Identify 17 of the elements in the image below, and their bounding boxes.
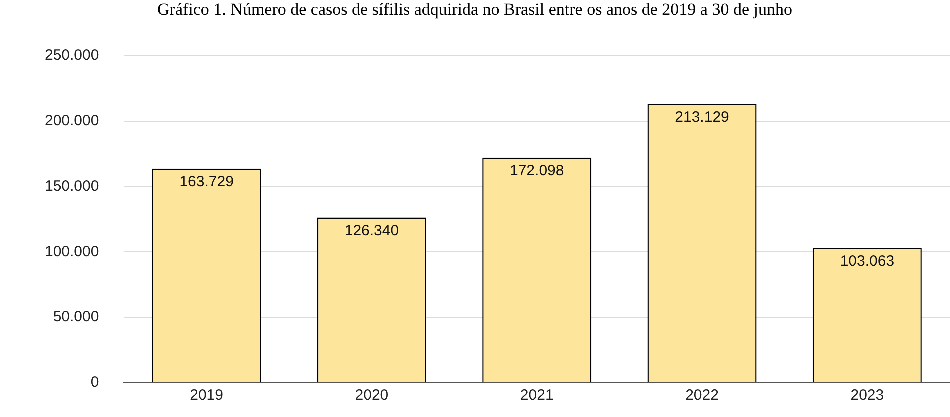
y-tick-label: 250.000 <box>44 47 100 64</box>
y-tick-label: 50.000 <box>53 308 100 326</box>
y-tick-label: 150.000 <box>44 178 100 195</box>
x-tick-label: 2019 <box>190 387 224 404</box>
data-label: 213.129 <box>675 108 730 126</box>
y-tick-label: 100.000 <box>44 243 100 260</box>
x-tick-label: 2023 <box>850 387 884 404</box>
data-label: 163.729 <box>180 173 234 190</box>
y-tick-label: 200.000 <box>44 112 100 130</box>
y-tick-label: 0 <box>90 374 100 392</box>
data-label: 126.340 <box>344 222 400 240</box>
x-tick-label: 2020 <box>355 387 389 404</box>
data-label: 103.063 <box>840 252 895 270</box>
chart-title: Gráfico 1. Número de casos de sífilis adquirida no Brasil entre os anos de 2019 a 30 de junho <box>156 0 794 21</box>
data-label: 172.098 <box>510 162 564 180</box>
x-tick-label: 2021 <box>520 387 554 404</box>
x-tick-label: 2022 <box>686 387 719 404</box>
